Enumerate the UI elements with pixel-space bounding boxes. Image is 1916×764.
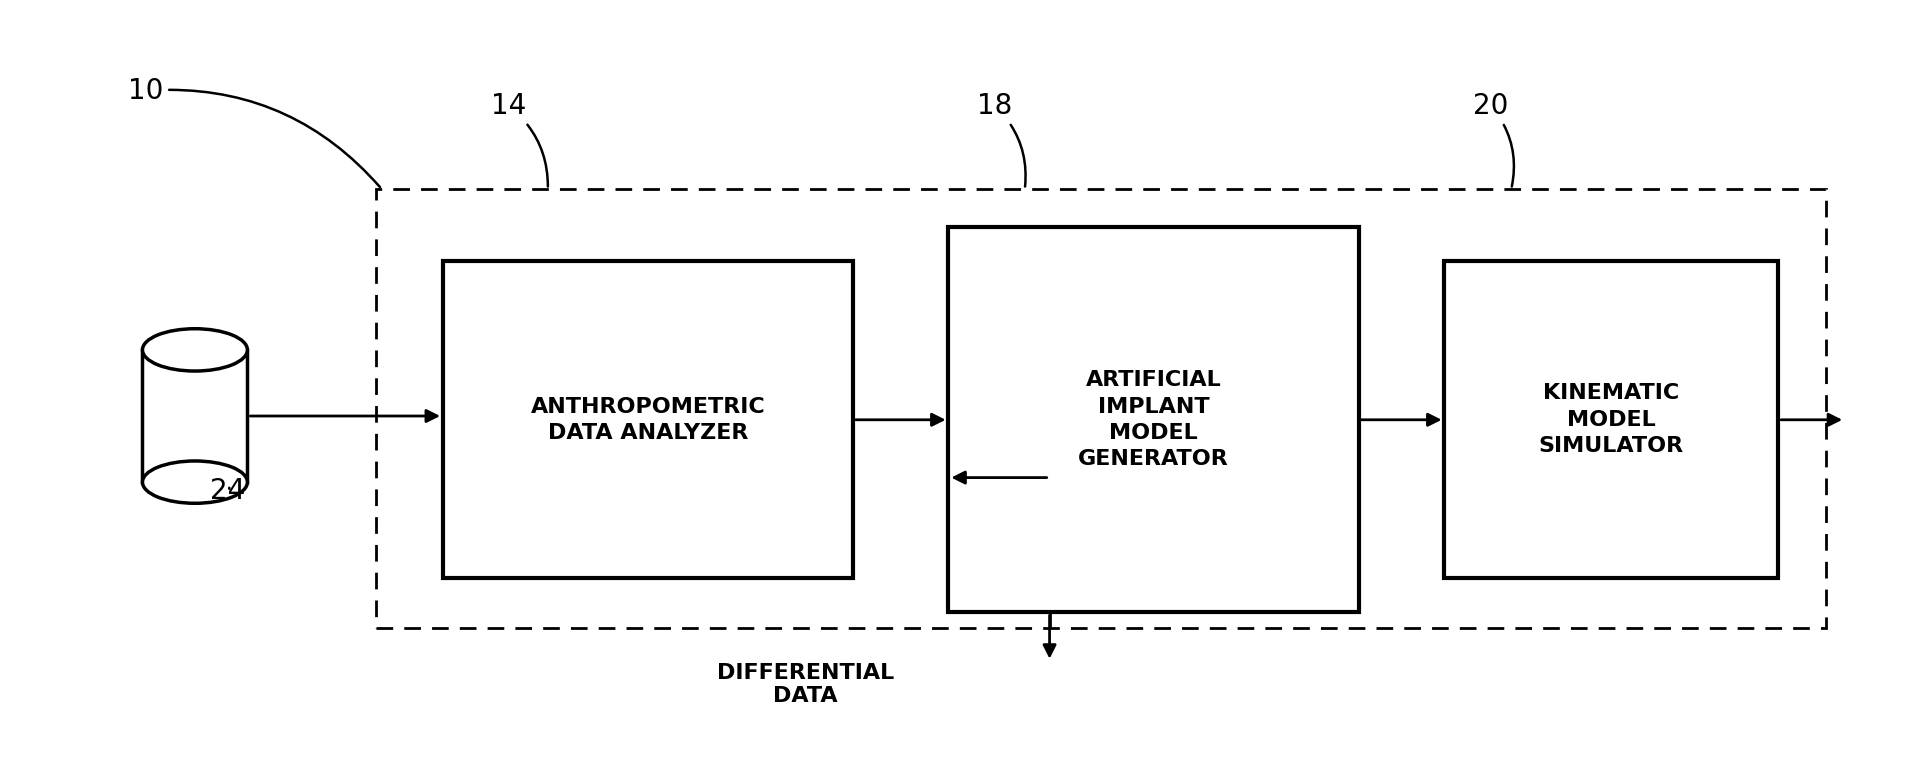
Bar <box>948 227 1358 613</box>
Bar <box>443 261 853 578</box>
Text: 10: 10 <box>128 76 379 187</box>
Text: DIFFERENTIAL
DATA: DIFFERENTIAL DATA <box>717 662 895 706</box>
Ellipse shape <box>142 461 247 503</box>
Text: KINEMATIC
MODEL
SIMULATOR: KINEMATIC MODEL SIMULATOR <box>1539 384 1684 456</box>
Text: 14: 14 <box>490 92 548 186</box>
Bar <box>1445 261 1778 578</box>
Text: ARTIFICIAL
IMPLANT
MODEL
GENERATOR: ARTIFICIAL IMPLANT MODEL GENERATOR <box>1079 371 1228 469</box>
Text: 18: 18 <box>977 92 1025 186</box>
Text: 24: 24 <box>211 478 245 505</box>
Ellipse shape <box>142 329 247 371</box>
Text: 20: 20 <box>1473 92 1514 186</box>
Bar <box>376 189 1826 627</box>
Text: ANTHROPOMETRIC
DATA ANALYZER: ANTHROPOMETRIC DATA ANALYZER <box>531 397 764 443</box>
Bar <box>142 350 247 482</box>
